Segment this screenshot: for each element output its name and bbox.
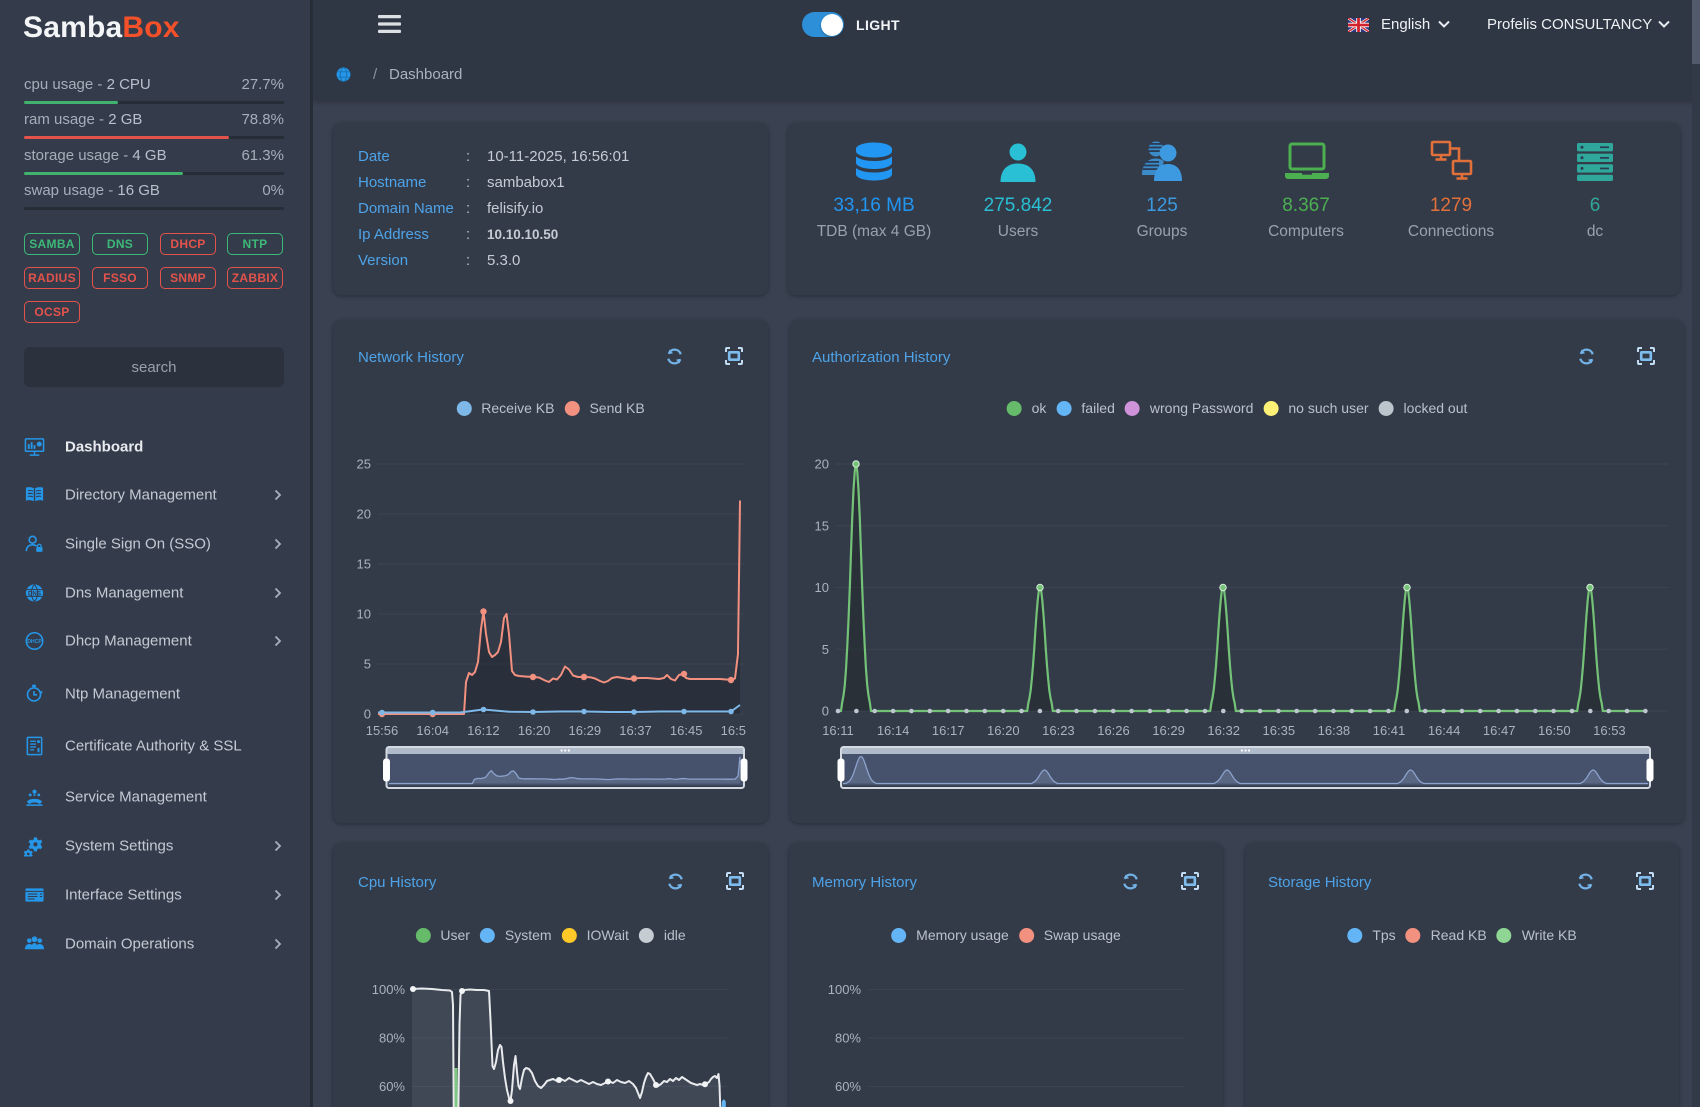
svg-text:DHCP: DHCP <box>27 639 42 645</box>
svg-text:DNS: DNS <box>28 590 41 597</box>
